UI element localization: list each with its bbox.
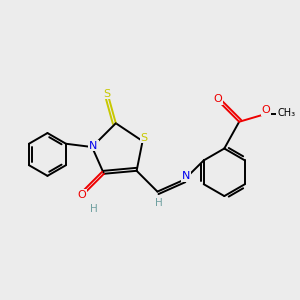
Text: CH₃: CH₃: [277, 108, 295, 118]
Text: H: H: [90, 204, 98, 214]
Text: S: S: [103, 88, 110, 98]
Text: O: O: [78, 190, 87, 200]
Text: N: N: [89, 140, 98, 151]
Text: O: O: [213, 94, 222, 104]
Text: S: S: [140, 133, 148, 142]
Text: H: H: [155, 198, 163, 208]
Text: O: O: [262, 105, 270, 115]
Text: N: N: [182, 171, 190, 181]
